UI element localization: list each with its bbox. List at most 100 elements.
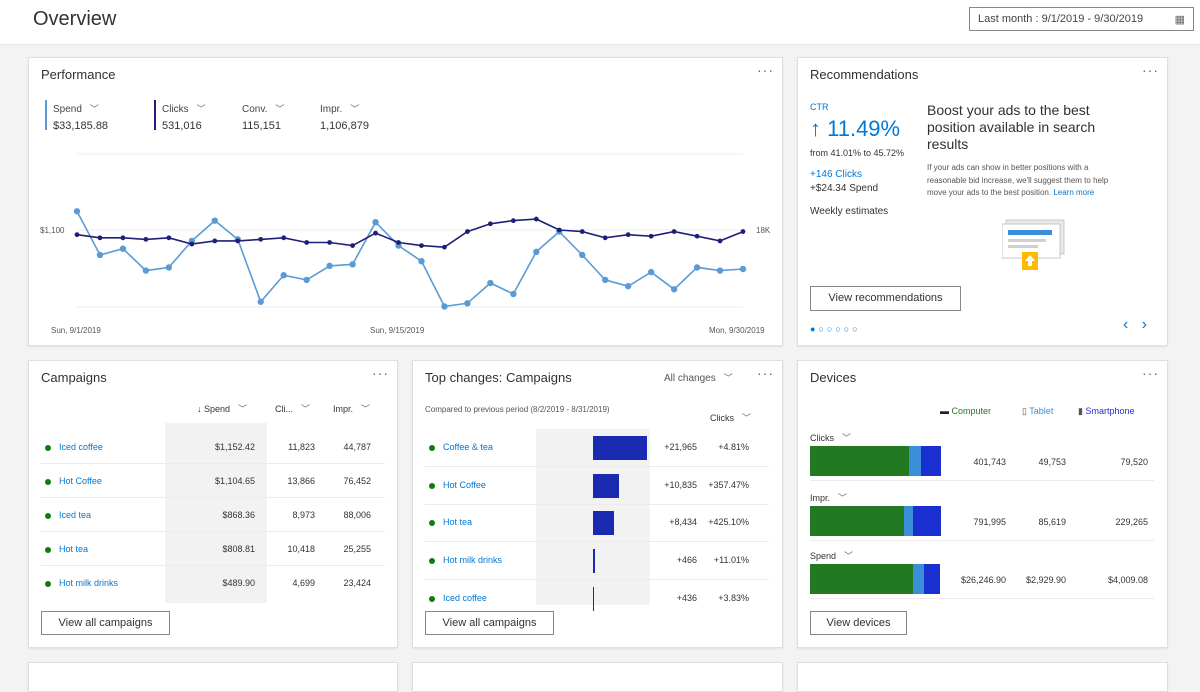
status-dot: [429, 482, 435, 489]
learn-more-link[interactable]: Learn more: [1053, 188, 1095, 197]
top-bar: Overview Last month : 9/1/2019 - 9/30/20…: [0, 0, 1200, 45]
data-point-spend: [349, 261, 356, 268]
device-segment: [810, 506, 904, 536]
chevron-down-icon[interactable]: ﹀: [275, 104, 285, 114]
metric-dropdown[interactable]: Clicks ﹀: [710, 411, 751, 424]
weekly-estimates: Weekly estimates: [810, 206, 889, 217]
chevron-down-icon[interactable]: ﹀: [723, 373, 733, 383]
column-header-clicks[interactable]: Cli... ﹀: [275, 402, 310, 415]
view-devices-button[interactable]: View devices: [810, 611, 907, 635]
campaign-link[interactable]: Iced coffee: [443, 593, 487, 603]
view-recommendations-button[interactable]: View recommendations: [810, 286, 961, 311]
previous-icon[interactable]: ‹: [1123, 316, 1129, 333]
device-metric-dropdown[interactable]: Spend ﹀: [810, 549, 853, 562]
campaign-link[interactable]: Iced tea: [59, 510, 92, 520]
column-header-impressions[interactable]: Impr. ﹀: [333, 402, 370, 415]
metric-conversions[interactable]: Conv. ﹀ 115,151: [242, 102, 284, 132]
smartphone-value: $4,009.08: [1107, 575, 1148, 585]
data-point-spend: [211, 217, 218, 224]
metric-spend[interactable]: Spend ﹀ $33,185.88: [45, 100, 108, 132]
more-options-button[interactable]: ···: [757, 365, 774, 381]
metric-value: 531,016: [162, 120, 202, 132]
status-dot: [45, 444, 51, 451]
data-point-spend: [119, 245, 127, 252]
metric-label: Impr.: [320, 104, 343, 115]
carousel-pager[interactable]: ●○○○○○: [810, 324, 861, 334]
clicks-series-marker: [154, 100, 156, 130]
metric-impressions[interactable]: Impr. ﹀ 1,106,879: [320, 102, 369, 132]
row-divider: [810, 480, 1154, 481]
y-axis-left-label: $1,100: [40, 226, 65, 235]
page-title: Overview: [33, 8, 117, 30]
view-all-campaigns-button[interactable]: View all campaigns: [425, 611, 554, 635]
more-options-button[interactable]: ···: [1142, 62, 1159, 78]
data-point-spend: [602, 276, 609, 284]
data-point-clicks: [579, 229, 585, 234]
chevron-down-icon[interactable]: ﹀: [742, 413, 752, 423]
campaign-link[interactable]: Hot milk drinks: [59, 578, 119, 588]
device-segment: [924, 564, 940, 594]
metric-value: 115,151: [242, 120, 281, 132]
impressions-cell: 23,424: [343, 578, 371, 588]
chevron-down-icon[interactable]: ﹀: [301, 404, 311, 414]
status-dot: [429, 595, 435, 602]
campaign-link[interactable]: Hot milk drinks: [443, 555, 503, 565]
data-point-clicks: [120, 235, 126, 241]
sorted-column-highlight: [165, 423, 267, 603]
device-segment: [913, 506, 941, 536]
row-divider: [810, 540, 1154, 541]
legend-tablet: ▯ Tablet: [1022, 406, 1053, 417]
column-header-spend[interactable]: ↓ Spend ﹀: [197, 402, 247, 415]
devices-title: Devices: [810, 370, 857, 385]
data-point-spend: [326, 262, 333, 270]
data-point-spend: [165, 264, 173, 271]
device-metric-dropdown[interactable]: Clicks ﹀: [810, 431, 851, 444]
campaign-link[interactable]: Coffee & tea: [443, 442, 493, 452]
data-point-spend: [418, 258, 425, 265]
status-dot: [429, 519, 435, 526]
series-line-spend: [76, 210, 744, 308]
chevron-down-icon[interactable]: ﹀: [844, 551, 854, 561]
changes-filter-dropdown[interactable]: All changes ﹀: [664, 371, 733, 384]
date-range-picker[interactable]: Last month : 9/1/2019 - 9/30/2019 ▦: [969, 7, 1194, 31]
row-divider: [425, 579, 769, 580]
ad-position-illustration-icon: [1002, 219, 1065, 270]
view-all-campaigns-button[interactable]: View all campaigns: [41, 611, 170, 635]
metric-clicks[interactable]: Clicks ﹀ 531,016: [154, 100, 206, 132]
change-bar: [593, 549, 595, 573]
campaigns-card: Campaigns ··· ↓ Spend ﹀ Cli... ﹀ Impr. ﹀ Ic…: [28, 360, 398, 648]
data-point-spend: [579, 251, 586, 259]
chevron-down-icon[interactable]: ﹀: [89, 104, 99, 114]
device-stacked-bar: [810, 564, 940, 594]
recommendation-body: If your ads can show in better positions…: [927, 162, 1127, 200]
device-metric-dropdown[interactable]: Impr. ﹀: [810, 491, 847, 504]
chevron-down-icon[interactable]: ﹀: [350, 104, 360, 114]
device-segment: [904, 506, 914, 536]
campaign-link[interactable]: Hot Coffee: [443, 480, 486, 490]
clicks-cell: 10,418: [287, 544, 315, 554]
chevron-down-icon[interactable]: ﹀: [196, 104, 206, 114]
data-point-clicks: [396, 240, 401, 245]
chevron-down-icon[interactable]: ﹀: [238, 404, 248, 414]
next-icon[interactable]: ›: [1141, 316, 1147, 333]
campaign-link[interactable]: Hot Coffee: [59, 476, 102, 486]
campaign-link[interactable]: Hot tea: [59, 544, 89, 554]
spend-cell: $868.36: [222, 510, 255, 520]
metric-label: Spend: [53, 104, 82, 115]
row-divider: [425, 466, 769, 467]
device-stacked-bar: [810, 506, 941, 536]
chevron-down-icon[interactable]: ﹀: [842, 433, 852, 443]
more-options-button[interactable]: ···: [372, 365, 389, 381]
data-point-clicks: [97, 235, 103, 241]
more-options-button[interactable]: ···: [1142, 365, 1159, 381]
chevron-down-icon[interactable]: ﹀: [361, 404, 371, 414]
more-options-button[interactable]: ···: [757, 62, 774, 78]
series-line-clicks: [76, 218, 744, 249]
chevron-down-icon[interactable]: ﹀: [838, 493, 848, 503]
impressions-cell: 25,255: [343, 544, 371, 554]
campaign-link[interactable]: Iced coffee: [59, 442, 103, 452]
data-point-spend: [693, 264, 701, 271]
campaign-link[interactable]: Hot tea: [443, 517, 473, 527]
absolute-change: +436: [676, 593, 697, 603]
data-point-spend: [670, 286, 678, 293]
